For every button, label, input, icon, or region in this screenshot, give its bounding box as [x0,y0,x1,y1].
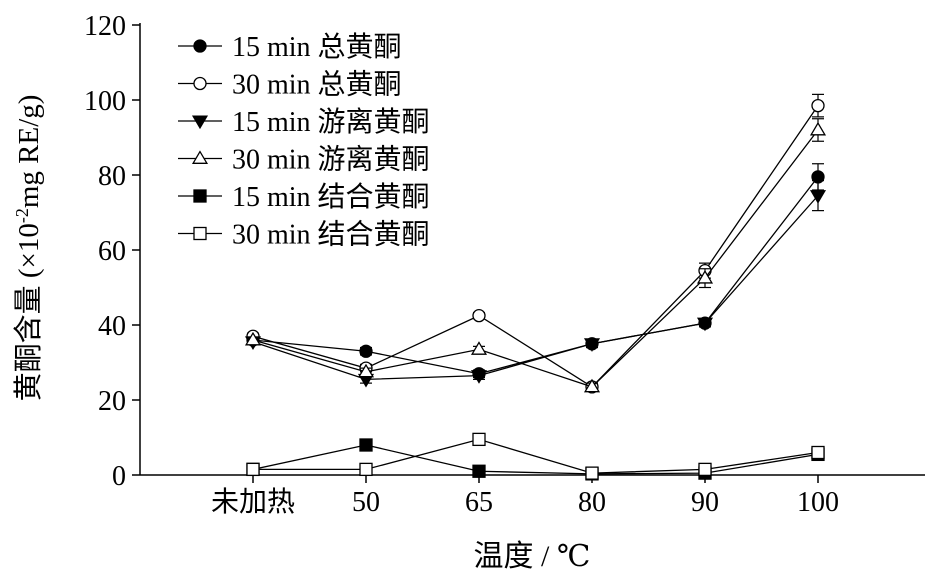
series-2-point-5 [809,190,827,204]
series-4-line [252,444,819,475]
y-tick-label-100: 100 [84,86,126,117]
legend-item-4-label: 15 min 结合黄酮 [232,181,430,213]
series-5-point-3 [585,466,599,480]
series-3-point-0 [244,331,262,346]
series-3-point-3 [583,378,601,393]
legend-item-5: 30 min 结合黄酮 [178,219,430,251]
x-tick-label-3: 80 [578,487,606,518]
y-tick-label-80: 80 [98,161,126,192]
series-3-point-1 [357,363,375,378]
legend-item-0-label: 15 min 总黄酮 [232,31,402,63]
x-axis-label: 温度 / ℃ [474,540,591,573]
y-axis-label-sup: -2 [12,208,32,223]
x-tick-label-2: 65 [465,487,493,518]
legend-item-1-marker [193,76,207,91]
legend-item-2-marker [191,115,209,130]
series-3-point-4 [696,269,714,284]
legend-item-1: 30 min 总黄酮 [178,69,402,101]
legend-item-0: 15 min 总黄酮 [178,31,402,63]
legend-item-4: 15 min 结合黄酮 [178,181,430,213]
series-4-point-2 [472,464,486,478]
series-2-point-4 [696,317,714,332]
legend-item-0-marker [193,39,207,53]
series-5-point-1 [359,462,373,477]
series-0-line [252,176,819,375]
series-5-point-5 [811,445,825,460]
y-axis-label-rest: mg RE/g) [13,95,45,209]
y-tick-label-40: 40 [98,311,126,342]
series-3-point-2 [470,341,488,355]
legend-item-4-marker [193,189,207,203]
legend-item-2: 15 min 游离黄酮 [178,106,430,138]
series-5 [246,432,825,480]
series-2-point-3 [583,338,601,352]
series-1-line [252,105,819,388]
legend-item-3: 30 min 游离黄酮 [178,144,430,176]
legend-item-5-marker [193,226,207,241]
series-1-point-2 [472,308,486,323]
y-tick-label-120: 120 [84,11,126,42]
series-2-point-2 [470,370,488,384]
series-1-point-5 [811,98,825,113]
series-4 [246,438,825,481]
legend-item-3-label: 30 min 游离黄酮 [232,144,430,176]
x-tick-label-4: 90 [691,487,719,518]
series-2-line [252,195,819,381]
axes: 0 20 40 60 80 100 120 未加热 50 65 80 90 100 [84,11,925,518]
y-tick-label-60: 60 [98,236,126,267]
y-tick-label-0: 0 [112,461,126,492]
legend-item-1-label: 30 min 总黄酮 [232,69,402,101]
x-tick-label-0: 未加热 [211,486,295,518]
series-5-point-0 [246,462,260,477]
series-5-point-4 [698,462,712,477]
series-0-point-1 [359,344,373,358]
legend-item-5-label: 30 min 结合黄酮 [232,219,430,251]
series-3 [244,118,827,393]
series-3-line [252,129,819,388]
x-tick-label-5: 100 [797,487,839,518]
series-layer [244,93,827,481]
series-5-line [253,438,819,474]
y-tick-label-20: 20 [98,386,126,417]
legend-item-2-label: 15 min 游离黄酮 [232,106,430,138]
y-axis-label-main: 黄酮含量 (×10 [12,223,45,401]
series-3-point-5 [809,121,827,136]
x-tick-label-1: 50 [352,487,380,518]
legend: 15 min 总黄酮 30 min 总黄酮 15 min 游离黄酮 30 min 游离… [178,31,430,251]
series-5-point-2 [472,432,486,447]
y-axis-label: 黄酮含量 (×10-2mg RE/g) [12,95,45,402]
legend-item-3-marker [191,150,209,164]
series-4-point-1 [359,438,373,452]
